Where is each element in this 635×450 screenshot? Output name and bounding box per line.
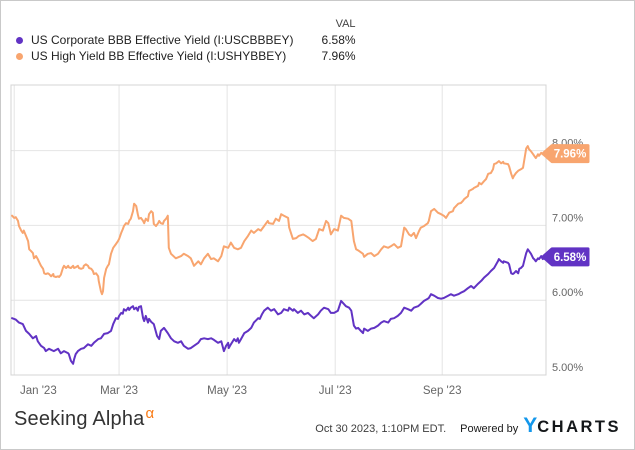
plot-border — [10, 84, 547, 376]
legend-value-uscbbbey: 6.58% — [321, 33, 356, 47]
powered-by-label: Powered by — [460, 423, 519, 435]
seeking-alpha-wordmark: Seeking Alpha — [14, 408, 145, 430]
ycharts-y-icon: Y — [523, 414, 538, 437]
series-dot-uscbbbey — [16, 36, 23, 44]
legend-label-ushybbey: US High Yield BB Effective Yield (I:USHY… — [31, 49, 287, 63]
x-axis-label: Mar '23 — [100, 385, 138, 397]
x-axis-label: Sep '23 — [423, 385, 462, 397]
seeking-alpha-alpha-icon: α — [145, 405, 155, 422]
value-badge-ushybbey — [541, 144, 590, 164]
legend: VAL US Corporate BBB Effective Yield (I:… — [15, 16, 356, 64]
value-badge-label-ushybbey: 7.96% — [554, 149, 587, 161]
series-line-uscbbbey — [11, 248, 547, 365]
x-axis-label: Jan '23 — [20, 385, 57, 397]
legend-header-spacer — [15, 16, 294, 32]
legend-item-uscbbbey: US Corporate BBB Effective Yield (I:USCB… — [15, 32, 294, 48]
legend-value-ushybbey: 7.96% — [321, 49, 356, 63]
y-axis-label: 6.00% — [552, 287, 583, 299]
ycharts-wordmark: CHARTS — [537, 418, 621, 436]
seeking-alpha-logo[interactable]: Seeking Alphaα — [14, 405, 155, 431]
legend-item-ushybbey: US High Yield BB Effective Yield (I:USHY… — [15, 48, 294, 64]
chart-attribution: Oct 30 2023, 1:10PM EDT. Powered by YCHA… — [315, 414, 621, 438]
series-line-ushybbey — [11, 145, 547, 296]
value-badge-uscbbbey — [541, 247, 590, 267]
y-axis-label: 7.00% — [552, 212, 583, 224]
series-dot-ushybbey — [16, 52, 23, 60]
x-axis-label: Jul '23 — [319, 385, 352, 397]
legend-label-uscbbbey: US Corporate BBB Effective Yield (I:USCB… — [31, 33, 294, 47]
ycharts-logo[interactable]: YCHARTS — [523, 414, 621, 438]
y-axis-label: 5.00% — [552, 362, 583, 374]
x-axis-label: May '23 — [207, 385, 247, 397]
legend-val-header: VAL — [335, 18, 356, 30]
chart-timestamp: Oct 30 2023, 1:10PM EDT. — [315, 423, 447, 435]
value-badge-label-uscbbbey: 6.58% — [554, 252, 587, 264]
